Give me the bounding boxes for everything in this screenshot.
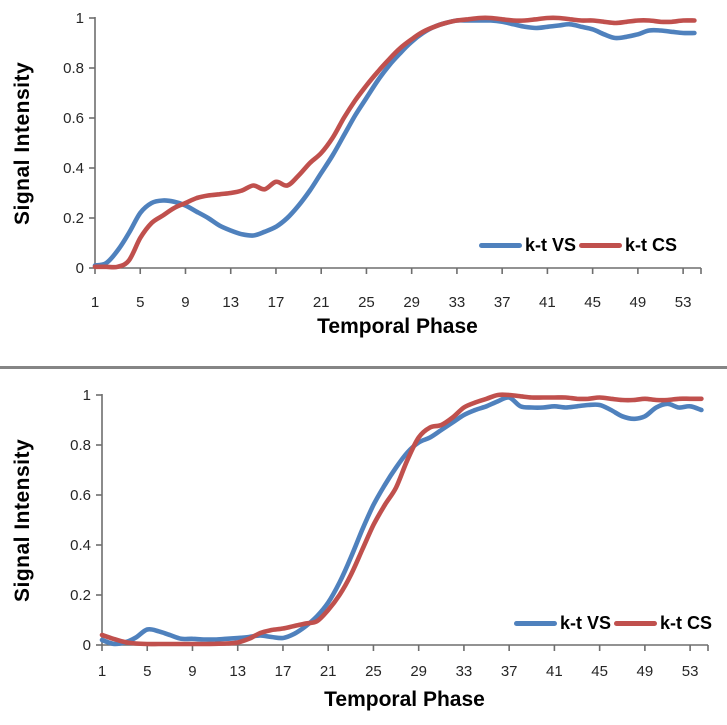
bottom-chart: 0 0.2 0.4 0.6 0.8 1 1 5 9 13 17 21 25 29 33 37 41 45 49 53 … xyxy=(0,370,727,725)
x-tick-label: 1 xyxy=(98,663,106,680)
legend-label-kt-cs: k-t CS xyxy=(624,235,677,255)
y-tick-label: 1 xyxy=(76,10,84,27)
y-tick-label: 1 xyxy=(83,387,91,404)
x-tick-label: 25 xyxy=(358,294,375,311)
x-tick-label: 49 xyxy=(637,663,654,680)
y-tick-label: 0.8 xyxy=(63,60,84,77)
x-tick-label: 33 xyxy=(456,663,473,680)
y-axis-title: Signal Intensity xyxy=(11,61,34,225)
x-tick-label: 1 xyxy=(91,294,99,311)
legend-swatch-kt-cs xyxy=(613,621,657,626)
x-tick-label: 5 xyxy=(143,663,151,680)
y-tick-label: 0.8 xyxy=(70,437,91,454)
x-axis-title: Temporal Phase xyxy=(324,688,485,711)
x-tick-label: 33 xyxy=(449,294,466,311)
series-line-k-t-cs xyxy=(99,392,704,647)
x-tick-label: 53 xyxy=(682,663,699,680)
panel-divider-line xyxy=(0,366,727,369)
y-tick-label: 0 xyxy=(83,637,91,654)
legend: k-t VS k-t CS xyxy=(477,235,678,256)
x-tick-label: 41 xyxy=(546,663,563,680)
y-tick-label: 0.6 xyxy=(63,110,84,127)
x-tick-label: 9 xyxy=(181,294,189,311)
x-tick-label: 29 xyxy=(403,294,420,311)
x-tick-label: 41 xyxy=(539,294,556,311)
x-tick-label: 29 xyxy=(410,663,427,680)
top-plot-area: 0 0.2 0.4 0.6 0.8 1 1 5 9 13 17 21 25 29 33 37 41 45 49 53 xyxy=(63,10,702,311)
x-tick-label: 25 xyxy=(365,663,382,680)
y-tick-label: 0.6 xyxy=(70,487,91,504)
y-tick-label: 0.2 xyxy=(70,587,91,604)
x-tick-label: 17 xyxy=(275,663,292,680)
x-tick-label: 13 xyxy=(222,294,239,311)
bottom-plot-area: 0 0.2 0.4 0.6 0.8 1 1 5 9 13 17 21 25 29 33 37 41 45 49 53 xyxy=(70,387,709,680)
legend-label-kt-vs: k-t VS xyxy=(559,613,611,633)
legend-swatch-kt-cs xyxy=(578,243,622,248)
x-axis-title: Temporal Phase xyxy=(317,315,478,338)
series-line-k-t-vs xyxy=(99,395,704,647)
series-line-k-t-vs xyxy=(92,18,697,268)
series-line-k-t-cs xyxy=(92,15,697,270)
x-tick-label: 37 xyxy=(501,663,518,680)
x-tick-label: 5 xyxy=(136,294,144,311)
x-tick-label: 17 xyxy=(268,294,285,311)
legend-swatch-kt-vs xyxy=(478,243,522,248)
legend-label-kt-vs: k-t VS xyxy=(524,235,576,255)
legend: k-t VS k-t CS xyxy=(512,613,713,634)
y-axis-title: Signal Intensity xyxy=(11,438,34,602)
x-tick-label: 9 xyxy=(188,663,196,680)
legend-swatch-kt-vs xyxy=(513,621,557,626)
x-tick-label: 45 xyxy=(591,663,608,680)
y-tick-label: 0 xyxy=(76,260,84,277)
y-tick-label: 0.4 xyxy=(63,160,84,177)
x-tick-label: 21 xyxy=(320,663,337,680)
y-tick-label: 0.4 xyxy=(70,537,91,554)
x-tick-label: 49 xyxy=(630,294,647,311)
y-tick-label: 0.2 xyxy=(63,210,84,227)
top-chart: 0 0.2 0.4 0.6 0.8 1 1 5 9 13 17 21 25 29 33 37 41 45 49 53 … xyxy=(11,10,702,338)
x-tick-label: 45 xyxy=(584,294,601,311)
x-tick-label: 37 xyxy=(494,294,511,311)
x-tick-label: 21 xyxy=(313,294,330,311)
x-tick-label: 53 xyxy=(675,294,692,311)
x-tick-label: 13 xyxy=(229,663,246,680)
legend-label-kt-cs: k-t CS xyxy=(659,613,712,633)
